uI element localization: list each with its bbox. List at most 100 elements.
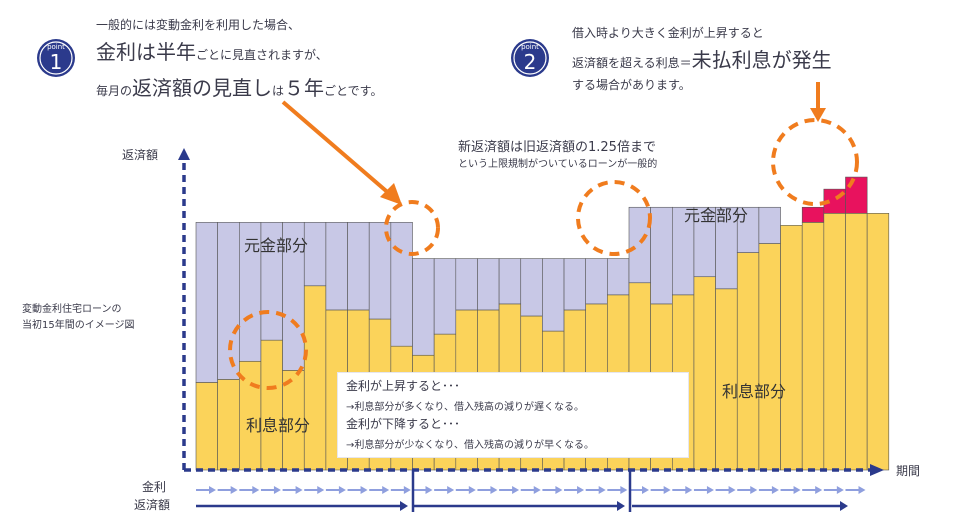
bar-principal-18 bbox=[563, 258, 586, 311]
rate-arrow-icon bbox=[403, 486, 411, 494]
interest-label-2: 利息部分 bbox=[722, 382, 787, 401]
rate-arrow-icon bbox=[598, 486, 606, 494]
point2-badge-circle bbox=[511, 39, 549, 77]
bar-interest-24 bbox=[693, 276, 716, 471]
highlight-circle-2 bbox=[384, 200, 440, 256]
bar-principal-8 bbox=[347, 222, 370, 311]
point1-badge-label: point bbox=[47, 43, 65, 51]
rate-arrow-icon bbox=[771, 486, 779, 494]
bar-principal-20 bbox=[607, 258, 630, 296]
rate-arrow-icon bbox=[858, 486, 866, 494]
rate-arrow-icon bbox=[620, 486, 628, 494]
point1-badge: point 1 bbox=[36, 38, 76, 78]
bar-interest-27 bbox=[758, 243, 781, 471]
rate-arrow-icon bbox=[533, 486, 541, 494]
bar-principal-27 bbox=[758, 206, 781, 244]
point1-line3-b: 返済額の見直し bbox=[132, 76, 273, 100]
callout-arrow-point1 bbox=[281, 100, 394, 198]
point2-line1: 借入時より大きく金利が上昇すると bbox=[572, 26, 764, 40]
payment-row-label: 返済額 bbox=[134, 498, 171, 512]
highlight-circle-3 bbox=[576, 180, 652, 256]
rate-arrow-icon bbox=[273, 486, 281, 494]
x-axis-label: 期間 bbox=[896, 464, 921, 478]
rate-arrow-icon bbox=[642, 486, 649, 494]
rate-arrow-icon bbox=[230, 486, 238, 494]
bar-interest-26 bbox=[736, 252, 760, 471]
point1-line1: 一般的には変動金利を利用した場合、 bbox=[96, 18, 301, 32]
bar-principal-13 bbox=[455, 258, 478, 311]
bar-interest-29 bbox=[801, 222, 825, 471]
payment-arrow-head-icon bbox=[400, 501, 408, 511]
bar-principal-17 bbox=[542, 258, 565, 332]
bar-interest-28 bbox=[780, 225, 803, 471]
point2-line2-big: 未払利息が発生 bbox=[691, 48, 832, 72]
side-label-line2: 当初15年間のイメージ図 bbox=[22, 320, 135, 331]
point2-badge-label: point bbox=[521, 43, 539, 51]
x-axis-arrow-icon bbox=[870, 464, 884, 476]
y-axis-arrow-icon bbox=[178, 148, 190, 160]
interest-label-1: 利息部分 bbox=[246, 416, 311, 435]
rate-row-label: 金利 bbox=[142, 480, 167, 494]
point1-line3-d: ５年 bbox=[284, 76, 325, 100]
rate-arrow-icon bbox=[793, 486, 801, 494]
bar-principal-2 bbox=[217, 222, 240, 380]
payment-arrow-head-icon bbox=[617, 501, 625, 511]
bar-principal-19 bbox=[585, 258, 608, 305]
point1-line3-e: ごとです。 bbox=[324, 84, 383, 98]
bar-unpaid-29 bbox=[801, 206, 825, 223]
info-line1: 金利が上昇すると･･･ bbox=[346, 379, 461, 393]
cap-note-line2: という上限規制がついているローンが一般的 bbox=[458, 159, 658, 170]
point1-line2: 金利は半年ごとに見直されますが、 bbox=[96, 36, 328, 65]
point1-badge-circle bbox=[37, 39, 75, 77]
highlight-circle-4 bbox=[771, 118, 859, 206]
principal-label-2: 元金部分 bbox=[684, 206, 749, 225]
bar-principal-16 bbox=[520, 258, 543, 317]
callout-arrowhead-point2-icon bbox=[810, 108, 826, 122]
point1-line3-c: は bbox=[272, 84, 285, 98]
callout-arrowhead-point1-icon bbox=[380, 183, 402, 205]
bar-principal-21 bbox=[628, 206, 651, 284]
y-axis-label: 返済額 bbox=[122, 148, 159, 162]
bar-interest-1 bbox=[195, 382, 218, 471]
rate-arrow-icon bbox=[555, 486, 563, 494]
info-line2: →利息部分が多くなり、借入残高の減りが遅くなる。 bbox=[346, 402, 584, 413]
rate-arrow-icon bbox=[577, 486, 585, 494]
point2-line2: 返済額を超える利息＝未払利息が発生 bbox=[572, 44, 832, 73]
payment-arrow-head-icon bbox=[840, 501, 848, 511]
rate-arrow-icon bbox=[836, 486, 844, 494]
bar-principal-10 bbox=[390, 222, 413, 347]
rate-arrow-icon bbox=[209, 486, 216, 494]
side-label-line1: 変動金利住宅ローンの bbox=[22, 304, 122, 315]
point2-line3: する場合があります。 bbox=[572, 78, 691, 92]
bar-interest-6 bbox=[303, 285, 327, 471]
rate-arrow-icon bbox=[317, 486, 325, 494]
bar-unpaid-31 bbox=[845, 176, 868, 214]
rate-arrow-icon bbox=[728, 486, 736, 494]
rate-arrow-icon bbox=[382, 486, 390, 494]
cap-note-line1: 新返済額は旧返済額の1.25倍まで bbox=[458, 140, 656, 155]
point1-line3: 毎月の返済額の見直しは５年ごとです。 bbox=[96, 72, 382, 101]
bar-interest-30 bbox=[823, 213, 846, 471]
info-line4: →利息部分が少なくなり、借入残高の減りが早くなる。 bbox=[346, 440, 594, 451]
rate-arrow-icon bbox=[490, 486, 498, 494]
principal-label-1: 元金部分 bbox=[244, 236, 309, 255]
rate-arrow-icon bbox=[512, 486, 520, 494]
point1-line3-a: 毎月の bbox=[96, 84, 133, 98]
bar-principal-14 bbox=[477, 258, 500, 311]
rate-arrow-icon bbox=[468, 486, 476, 494]
bar-principal-1 bbox=[195, 222, 218, 383]
point1-badge-number: 1 bbox=[49, 50, 63, 74]
rate-arrow-icon bbox=[706, 486, 714, 494]
point2-badge: point 2 bbox=[510, 38, 550, 78]
point2-badge-number: 2 bbox=[523, 50, 537, 74]
bar-principal-12 bbox=[433, 258, 457, 335]
bar-principal-22 bbox=[650, 206, 673, 305]
rate-arrow-icon bbox=[750, 486, 758, 494]
point1-line2-small: ごとに見直されますが、 bbox=[196, 48, 328, 62]
bar-interest-2 bbox=[217, 379, 240, 471]
bar-principal-11 bbox=[412, 258, 435, 356]
bar-interest-4 bbox=[260, 339, 283, 471]
rate-arrow-icon bbox=[360, 486, 368, 494]
info-box: 金利が上昇すると･･･ →利息部分が多くなり、借入残高の減りが遅くなる。 金利が… bbox=[337, 372, 689, 458]
bar-principal-7 bbox=[325, 222, 348, 311]
